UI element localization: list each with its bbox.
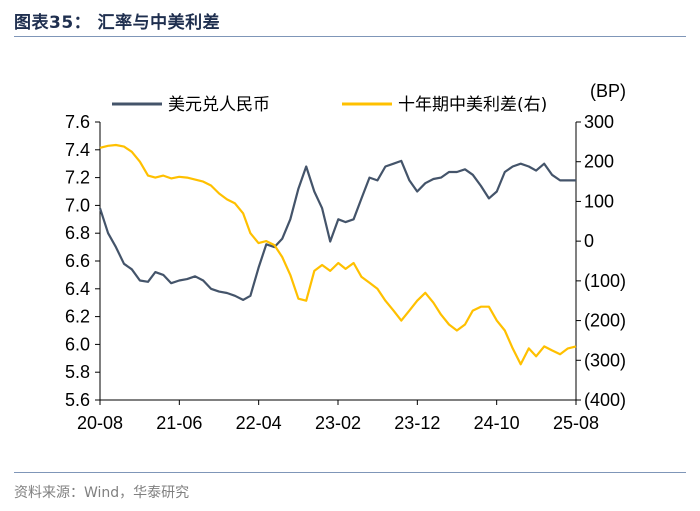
chart-axes: 5.6 5.8 6.0 6.2 6.4 6.6 6.8 7.0 7.2 7.4 7.6 (400) (3… [65, 81, 626, 433]
left-tick-label: 6.0 [65, 334, 90, 354]
title-rule [14, 36, 686, 37]
source-note: 资料来源：Wind，华泰研究 [14, 485, 190, 501]
figure-title: 图表35： 汇率与中美利差 [14, 13, 221, 33]
right-tick-label: 100 [584, 191, 614, 211]
left-tick-label: 6.2 [65, 307, 90, 327]
legend-label: 十年期中美利差(右) [398, 95, 547, 115]
x-tick-label: 22-04 [236, 413, 282, 433]
left-tick-label: 7.0 [65, 195, 90, 215]
chart-series-lines [98, 143, 577, 366]
left-tick-label: 5.6 [65, 390, 90, 410]
x-tick-label: 25-08 [553, 413, 599, 433]
right-tick-label: (300) [584, 350, 626, 370]
right-tick-label: (400) [584, 390, 626, 410]
series-line-spread [99, 143, 577, 366]
x-tick-label: 20-08 [77, 413, 123, 433]
left-tick-label: 6.8 [65, 223, 90, 243]
right-tick-label: 0 [584, 231, 594, 251]
right-tick-label: 300 [584, 112, 614, 132]
left-tick-label: 5.8 [65, 362, 90, 382]
legend-label: 美元兑人民币 [168, 95, 270, 115]
right-tick-label: 200 [584, 152, 614, 172]
x-tick-label: 24-10 [474, 413, 520, 433]
left-tick-label: 6.6 [65, 251, 90, 271]
right-tick-label: (200) [584, 311, 626, 331]
right-tick-label: (100) [584, 271, 626, 291]
source-rule [14, 472, 686, 473]
x-tick-label: 23-02 [315, 413, 361, 433]
left-tick-label: 7.2 [65, 168, 90, 188]
x-tick-label: 21-06 [156, 413, 202, 433]
chart: 5.6 5.8 6.0 6.2 6.4 6.6 6.8 7.0 7.2 7.4 7.6 (400) (3… [65, 81, 626, 433]
left-tick-label: 7.4 [65, 140, 90, 160]
chart-legend: 美元兑人民币 十年期中美利差(右) [112, 95, 547, 115]
series-line-usdcny [98, 159, 576, 301]
x-tick-label: 23-12 [394, 413, 440, 433]
left-tick-label: 6.4 [65, 279, 90, 299]
left-tick-label: 7.6 [65, 112, 90, 132]
right-axis-unit: (BP) [590, 81, 626, 101]
